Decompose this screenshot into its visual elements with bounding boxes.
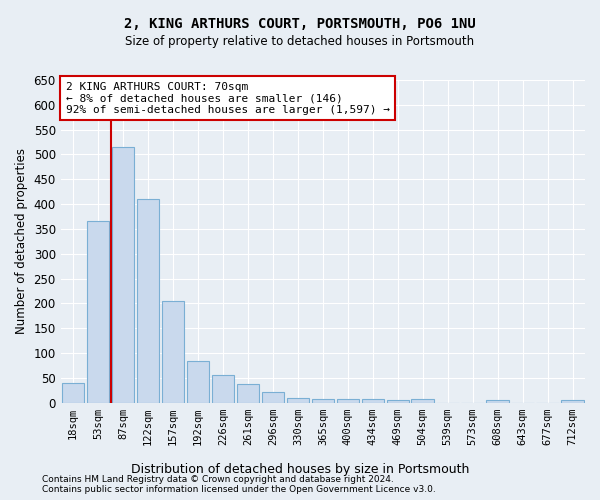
Bar — [187, 362, 209, 403]
Bar — [162, 301, 184, 402]
Bar — [236, 384, 259, 402]
Text: Contains public sector information licensed under the Open Government Licence v3: Contains public sector information licen… — [42, 485, 436, 494]
Bar — [212, 376, 234, 402]
Bar — [87, 222, 109, 402]
Text: 2, KING ARTHURS COURT, PORTSMOUTH, PO6 1NU: 2, KING ARTHURS COURT, PORTSMOUTH, PO6 1… — [124, 18, 476, 32]
Bar — [561, 400, 584, 402]
Y-axis label: Number of detached properties: Number of detached properties — [15, 148, 28, 334]
Text: Contains HM Land Registry data © Crown copyright and database right 2024.: Contains HM Land Registry data © Crown c… — [42, 475, 394, 484]
Bar — [262, 392, 284, 402]
Bar — [287, 398, 309, 402]
Bar — [362, 398, 384, 402]
Bar — [62, 383, 85, 402]
Bar — [386, 400, 409, 402]
Text: Distribution of detached houses by size in Portsmouth: Distribution of detached houses by size … — [131, 462, 469, 475]
Bar — [337, 398, 359, 402]
Text: Size of property relative to detached houses in Portsmouth: Size of property relative to detached ho… — [125, 35, 475, 48]
Bar — [311, 398, 334, 402]
Bar — [412, 399, 434, 402]
Bar — [112, 147, 134, 403]
Text: 2 KING ARTHURS COURT: 70sqm
← 8% of detached houses are smaller (146)
92% of sem: 2 KING ARTHURS COURT: 70sqm ← 8% of deta… — [66, 82, 390, 115]
Bar — [487, 400, 509, 402]
Bar — [137, 199, 159, 402]
